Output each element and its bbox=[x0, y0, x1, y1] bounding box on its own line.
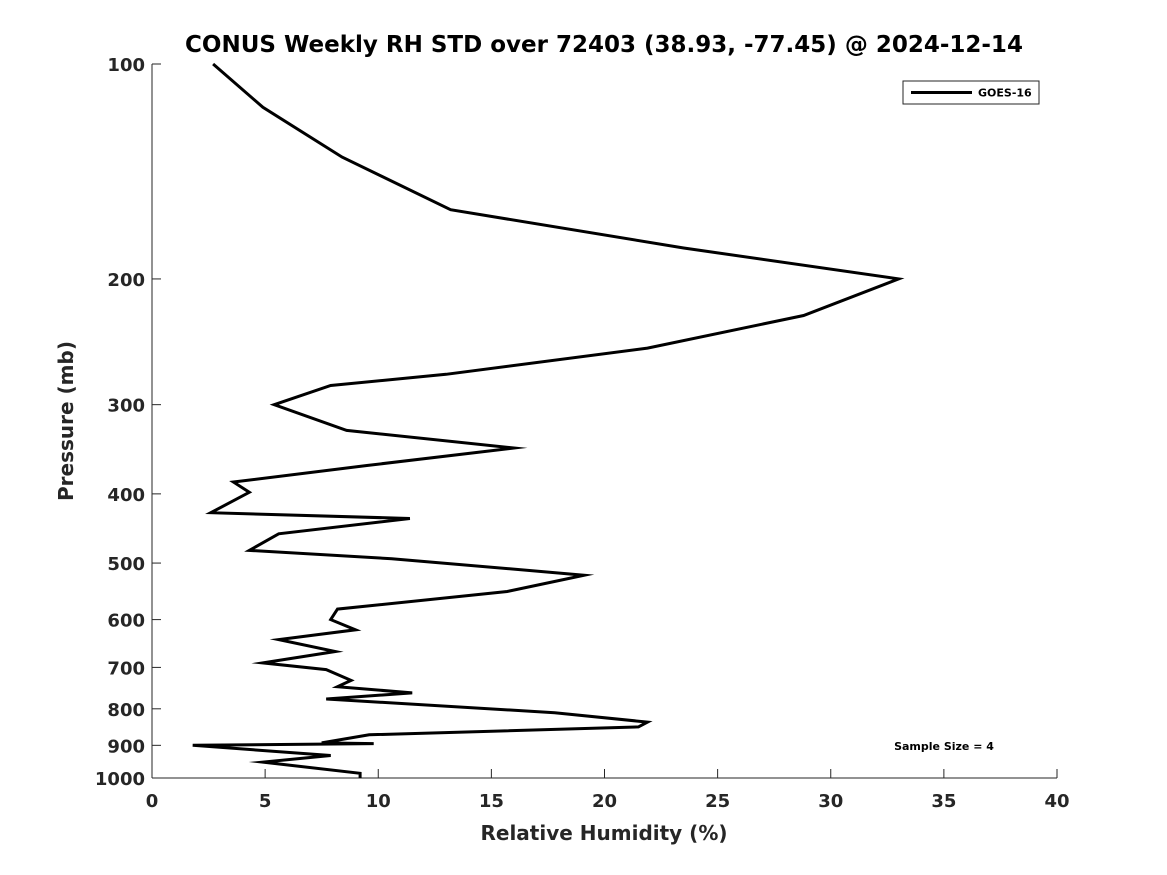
x-tick-label: 35 bbox=[931, 791, 956, 812]
x-axis-label: Relative Humidity (%) bbox=[480, 821, 727, 845]
y-tick-label: 200 bbox=[107, 270, 145, 291]
y-tick-label: 700 bbox=[107, 658, 145, 679]
y-tick-label: 800 bbox=[107, 700, 145, 721]
x-ticks: 0 5 10 15 20 25 30 35 40 bbox=[146, 769, 1070, 812]
x-tick-label: 0 bbox=[146, 791, 159, 812]
y-tick-label: 100 bbox=[107, 55, 145, 76]
y-tick-label: 900 bbox=[107, 736, 145, 757]
legend: GOES-16 bbox=[902, 80, 1040, 105]
plot-area bbox=[151, 64, 1057, 779]
chart-title: CONUS Weekly RH STD over 72403 (38.93, -… bbox=[185, 32, 1023, 58]
x-tick-label: 5 bbox=[259, 791, 272, 812]
series-layer bbox=[192, 62, 905, 778]
y-tick-label: 400 bbox=[107, 485, 145, 506]
x-tick-label: 30 bbox=[818, 791, 843, 812]
y-ticks: 100 200 300 400 500 600 700 800 900 1000 bbox=[95, 55, 161, 790]
y-tick-label: 600 bbox=[107, 611, 145, 632]
x-tick-label: 25 bbox=[705, 791, 730, 812]
y-axis-label: Pressure (mb) bbox=[54, 341, 78, 501]
y-tick-label: 1000 bbox=[95, 769, 145, 790]
x-tick-label: 40 bbox=[1044, 791, 1069, 812]
series-line-goes16 bbox=[192, 62, 905, 778]
sample-size-annotation: Sample Size = 4 bbox=[894, 740, 994, 753]
y-tick-label: 300 bbox=[107, 396, 145, 417]
y-tick-label: 500 bbox=[107, 554, 145, 575]
x-tick-label: 20 bbox=[592, 791, 617, 812]
x-tick-label: 15 bbox=[479, 791, 504, 812]
x-tick-label: 10 bbox=[366, 791, 391, 812]
legend-label-goes16: GOES-16 bbox=[978, 87, 1032, 100]
